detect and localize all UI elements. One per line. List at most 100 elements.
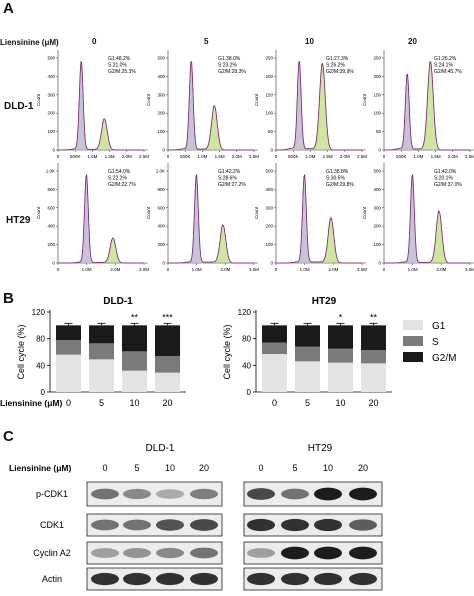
histogram-y-label: Count [146,206,151,219]
histogram-stat-text: G2/M:45.7% [434,69,462,75]
histogram-s-fill [276,261,362,263]
blot-band [247,548,275,558]
bar-chart-x-tick: 0 [66,398,71,408]
histogram-y-tick: 250 [265,56,273,61]
legend-label: G1 [432,321,446,332]
histogram-y-label: Count [362,93,367,106]
wb-dose-label: 20 [199,463,209,473]
histogram-y-tick: 0 [52,148,55,153]
bar-segment-s [262,342,287,354]
histogram-x-tick: 2.0M [110,267,120,272]
blot-band [123,548,151,558]
histogram-x-tick: 0 [57,267,60,272]
wb-cell-line-ht29: HT29 [308,443,333,454]
histogram-raw-curve [167,61,254,151]
histogram-x-tick: 1.0M [305,154,315,159]
bar-segment-g2m [56,325,81,340]
histogram-x-tick: 1.5M [105,154,115,159]
bar-chart-x-tick: 0 [272,398,277,408]
blot-band [247,572,275,586]
wb-dose-label: 10 [323,463,333,473]
histogram-x-tick: 1.5M [323,154,333,159]
histogram-y-tick: 0 [162,261,165,266]
histogram-g1-fill [168,175,254,264]
bar-segment-g2m [295,325,320,347]
histogram-y-tick: 500 [265,169,273,174]
histogram-y-tick: 500 [373,169,381,174]
blot-band [314,572,342,586]
wb-dose-label: 0 [102,463,107,473]
histogram-stat-text: S:30.5% [326,176,345,182]
histogram-y-tick: 400 [373,187,381,192]
histogram-y-tick: 800 [47,187,55,192]
bar-segment-g1 [122,370,147,392]
histogram-g1-fill [384,174,470,264]
histogram-x-tick: 2.5M [139,154,149,159]
histogram-g2m-fill [384,210,470,264]
histogram-x-tick: 2.0M [340,154,350,159]
histogram-y-tick: 200 [265,74,273,79]
histogram-stat-text: G2/M:29.8% [326,182,354,188]
significance-marker: ** [370,312,378,322]
wb-dose-label: 0 [258,463,263,473]
histogram-x-tick: 2.0M [220,267,230,272]
bar-segment-g2m [155,325,180,356]
histogram-r0-c2: 0 50 100 150 200 250 0 500K 1.0M 1.5M 2.0M 2.5M Coun… [254,50,367,159]
histogram-r1-c1: 0 200 400 600 800 1.0K 0 1.0M 2.0M 3.0M Count G1:42… [146,163,259,272]
blot-band [247,518,275,532]
legend-swatch-g1 [403,320,423,330]
histogram-y-tick: 400 [47,74,55,79]
blot-band [247,488,275,500]
western-blots: DLD-1 HT29 Liensinine (μM) 0 0 5 5 10 10 20 20 p-CD… [9,443,383,591]
histogram-x-tick: 500K [180,154,191,159]
histogram-y-tick: 200 [265,224,273,229]
histogram-stat-text: S:21.0% [108,63,127,69]
bar-segment-g1 [89,359,114,392]
histogram-y-tick: 150 [373,92,381,97]
blot-band [314,518,342,532]
histogram-y-tick: 150 [265,92,273,97]
bar-chart-y-tick: 0 [247,388,252,397]
histogram-stat-text: S:22.2% [108,176,127,182]
histogram-y-tick: 100 [265,111,273,116]
panel-a-letter: A [3,0,14,17]
histogram-r1-c0: 0 200 400 600 800 1.0K 0 1.0M 2.0M 3.0M Count G1:54… [36,163,149,272]
histogram-x-tick: 2.0M [232,154,242,159]
legend-label: S [432,337,439,348]
bar-segment-g1 [155,372,180,392]
blot-band [123,488,151,500]
histogram-y-tick: 200 [47,111,55,116]
dose-label-0: 0 [92,37,97,46]
panel-b-letter: B [3,290,14,307]
histogram-raw-curve [384,174,470,264]
wb-treatment-label: Liensinine (μM) [9,463,72,473]
dose-label-5: 5 [204,37,209,46]
histogram-y-tick: 500 [157,56,165,61]
histogram-s-fill [168,262,254,263]
histogram-stat-text: G2/M:28.3% [218,69,246,75]
blot-band [281,572,309,586]
bar-chart-title: HT29 [312,296,337,307]
bar-chart-y-tick: 80 [36,335,45,344]
histogram-stat-text: G2/M:39.9% [326,69,354,75]
dose-label-10: 10 [305,37,314,46]
histogram-y-label: Count [146,93,151,106]
histogram-x-tick: 1.5M [431,154,441,159]
blot-band [190,519,218,531]
legend-swatch-s [403,336,423,346]
wb-dose-label: 5 [134,463,139,473]
dose-label-20: 20 [408,37,417,46]
histogram-stat-text: S:28.6% [218,176,237,182]
blot-band [91,519,119,531]
bar-chart-x-label: Liensinine (μM) [0,398,63,408]
blot-dld-1-actin [86,567,223,591]
blot-band [349,572,377,586]
histogram-x-tick: 0 [57,154,60,159]
histogram-y-tick: 300 [373,205,381,210]
blot-band [91,572,119,586]
histogram-stat-text: G1:26.2% [434,56,457,62]
histogram-x-tick: 1.0M [413,154,423,159]
histogram-x-tick: 1.0M [300,267,310,272]
histogram-y-label: Count [36,206,41,219]
bar-chart-x-tick: 20 [162,398,172,408]
